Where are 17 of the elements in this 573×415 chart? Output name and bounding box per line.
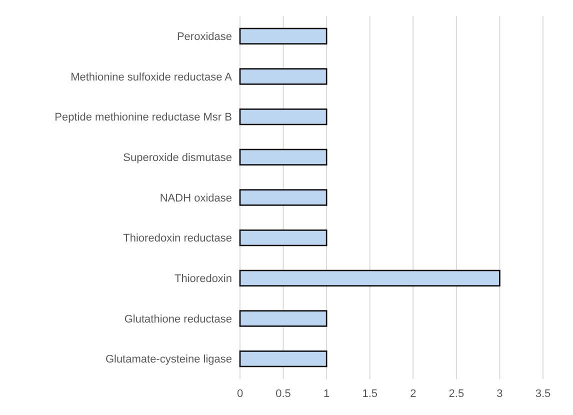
x-tick-label: 1 bbox=[324, 388, 330, 400]
y-tick-label: Superoxide dismutase bbox=[123, 152, 232, 164]
x-tick-label: 1.5 bbox=[362, 388, 378, 400]
y-tick-label: Methionine sulfoxide reductase A bbox=[70, 71, 233, 84]
y-tick-label: Thioredoxin bbox=[174, 273, 232, 286]
y-tick-label: Thioredoxin reductase bbox=[123, 232, 232, 245]
y-tick-label: Glutathione reductase bbox=[124, 313, 232, 326]
x-tick-label: 3 bbox=[496, 388, 503, 400]
y-tick-label: NADH oxidase bbox=[160, 192, 232, 204]
x-tick-label: 2.5 bbox=[448, 388, 464, 400]
x-tick-label: 2 bbox=[410, 388, 416, 400]
x-tick-label: 0.5 bbox=[276, 388, 291, 400]
y-tick-label: Glutamate-cysteine ligase bbox=[105, 354, 232, 366]
y-tick-label: Peptide methionine reductase Msr B bbox=[54, 112, 232, 124]
x-tick-label: 0 bbox=[236, 388, 244, 400]
y-tick-label: Peroxidase bbox=[176, 31, 232, 44]
x-tick-label: 3.5 bbox=[535, 388, 551, 400]
